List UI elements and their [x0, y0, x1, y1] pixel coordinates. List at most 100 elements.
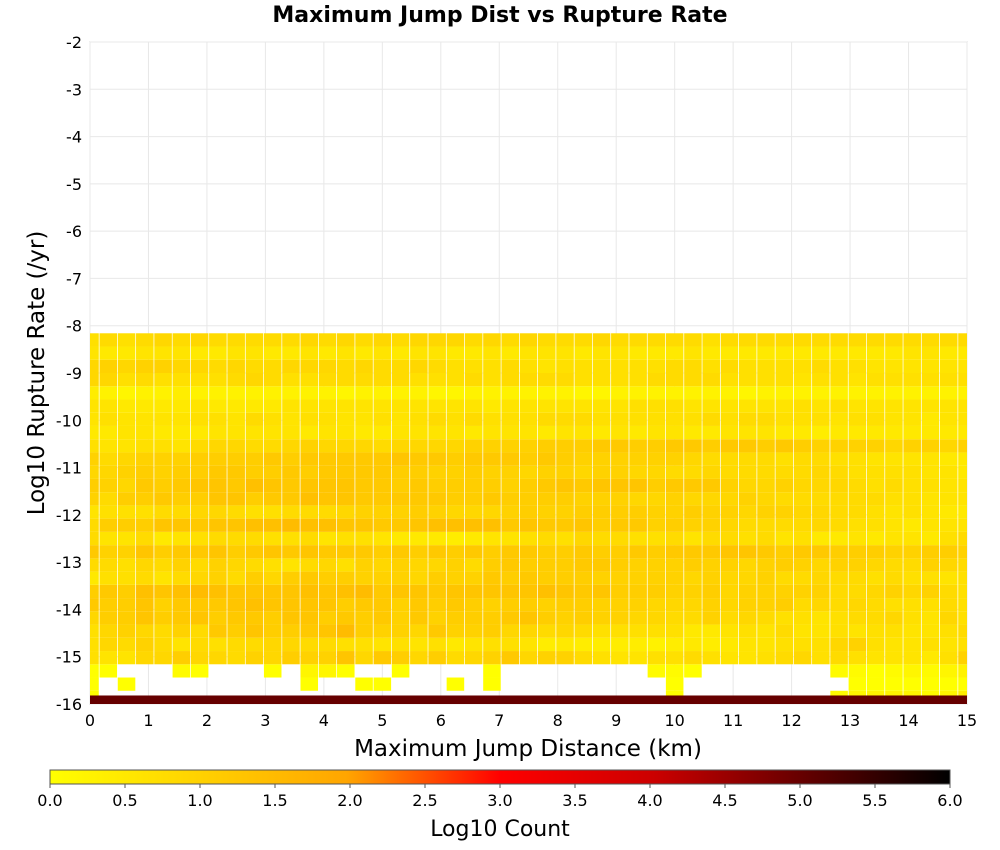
- heatmap-cell: [592, 412, 611, 426]
- heatmap-cell: [793, 333, 812, 347]
- heatmap-cell: [391, 505, 410, 519]
- heatmap-cell: [355, 478, 373, 493]
- heatmap-cell: [227, 624, 245, 638]
- heatmap-cell: [647, 386, 666, 400]
- heatmap-cell: [154, 346, 172, 360]
- heatmap-cell: [830, 425, 848, 440]
- x-tick-label: 0: [85, 711, 95, 730]
- x-tick-label: 6: [436, 711, 446, 730]
- heatmap-cell: [464, 651, 483, 665]
- heatmap-cell: [136, 505, 154, 519]
- heatmap-cell: [830, 558, 848, 572]
- heatmap-cell: [830, 624, 848, 638]
- heatmap-cell: [464, 518, 483, 532]
- heatmap-cell: [611, 412, 629, 426]
- heatmap-cell: [903, 425, 921, 440]
- heatmap-cell: [337, 399, 355, 413]
- heatmap-cell: [812, 637, 830, 652]
- heatmap-cell: [300, 584, 319, 599]
- heatmap-cell: [373, 439, 392, 453]
- heatmap-cell: [446, 492, 465, 506]
- heatmap-cell: [190, 346, 209, 360]
- heatmap-cell: [209, 333, 227, 347]
- heatmap-cell: [373, 598, 392, 612]
- heatmap-cell: [738, 598, 757, 612]
- heatmap-cell: [812, 598, 830, 612]
- heatmap-cell: [775, 399, 794, 413]
- heatmap-cell: [245, 333, 264, 347]
- heatmap-cell: [885, 386, 903, 400]
- heatmap-cell: [227, 531, 245, 546]
- heatmap-cell: [391, 359, 410, 373]
- heatmap-cell: [318, 531, 337, 546]
- heatmap-cell: [464, 624, 483, 638]
- heatmap-cell: [282, 624, 300, 638]
- colorbar-tick-label: 5.0: [787, 791, 812, 810]
- heatmap-cell: [428, 651, 446, 665]
- heatmap-cell: [757, 439, 775, 453]
- heatmap-cell: [958, 333, 967, 347]
- heatmap-cell: [337, 584, 355, 599]
- heatmap-cell: [190, 584, 209, 599]
- heatmap-cell: [939, 346, 958, 360]
- heatmap-cell: [848, 664, 867, 678]
- heatmap-cell: [410, 399, 428, 413]
- heatmap-cell: [519, 386, 538, 400]
- heatmap-cell: [117, 346, 136, 360]
- heatmap-cell: [428, 359, 446, 373]
- heatmap-cell: [812, 439, 830, 453]
- heatmap-cell: [172, 584, 191, 599]
- heatmap-cell: [209, 545, 227, 559]
- heatmap-cell: [501, 545, 519, 559]
- colorbar-tick-label: 2.5: [412, 791, 437, 810]
- heatmap-cell: [848, 545, 867, 559]
- heatmap-cell: [154, 651, 172, 665]
- heatmap-cell: [428, 558, 446, 572]
- heatmap-cell: [464, 465, 483, 479]
- heatmap-cell: [775, 386, 794, 400]
- heatmap-cell: [446, 584, 465, 599]
- heatmap-cell: [428, 439, 446, 453]
- heatmap-cell: [684, 651, 702, 665]
- heatmap-cell: [209, 624, 227, 638]
- heatmap-cell: [866, 558, 885, 572]
- heatmap-cell: [300, 478, 319, 493]
- heatmap-cell: [830, 373, 848, 387]
- heatmap-cell: [227, 571, 245, 585]
- heatmap-cell: [355, 651, 373, 665]
- heatmap-cell: [355, 346, 373, 360]
- heatmap-cell: [793, 571, 812, 585]
- heatmap-cell: [410, 518, 428, 532]
- heatmap-cell: [483, 637, 501, 652]
- heatmap-cell: [556, 584, 574, 599]
- heatmap-cell: [592, 598, 611, 612]
- heatmap-cell: [117, 518, 136, 532]
- heatmap-cell: [538, 333, 556, 347]
- heatmap-cell: [556, 478, 574, 493]
- heatmap-cell: [720, 439, 739, 453]
- heatmap-cell: [410, 425, 428, 440]
- heatmap-cell: [519, 611, 538, 625]
- heatmap-cell: [866, 624, 885, 638]
- heatmap-cell: [903, 584, 921, 599]
- heatmap-cell: [684, 518, 702, 532]
- heatmap-cell: [428, 478, 446, 493]
- heatmap-cell: [519, 531, 538, 546]
- heatmap-cell: [793, 545, 812, 559]
- heatmap-cell: [793, 478, 812, 493]
- heatmap-cell: [391, 611, 410, 625]
- heatmap-cell: [501, 373, 519, 387]
- heatmap-cell: [812, 545, 830, 559]
- heatmap-cell: [848, 425, 867, 440]
- heatmap-cell: [574, 439, 593, 453]
- colorbar-tick-label: 6.0: [937, 791, 962, 810]
- heatmap-cell: [355, 373, 373, 387]
- heatmap-cell: [282, 571, 300, 585]
- heatmap-cell: [391, 624, 410, 638]
- heatmap-cell: [282, 492, 300, 506]
- heatmap-cell: [209, 584, 227, 599]
- heatmap-cell: [574, 545, 593, 559]
- heatmap-cell: [647, 333, 666, 347]
- heatmap-cell: [848, 505, 867, 519]
- heatmap-cell: [245, 505, 264, 519]
